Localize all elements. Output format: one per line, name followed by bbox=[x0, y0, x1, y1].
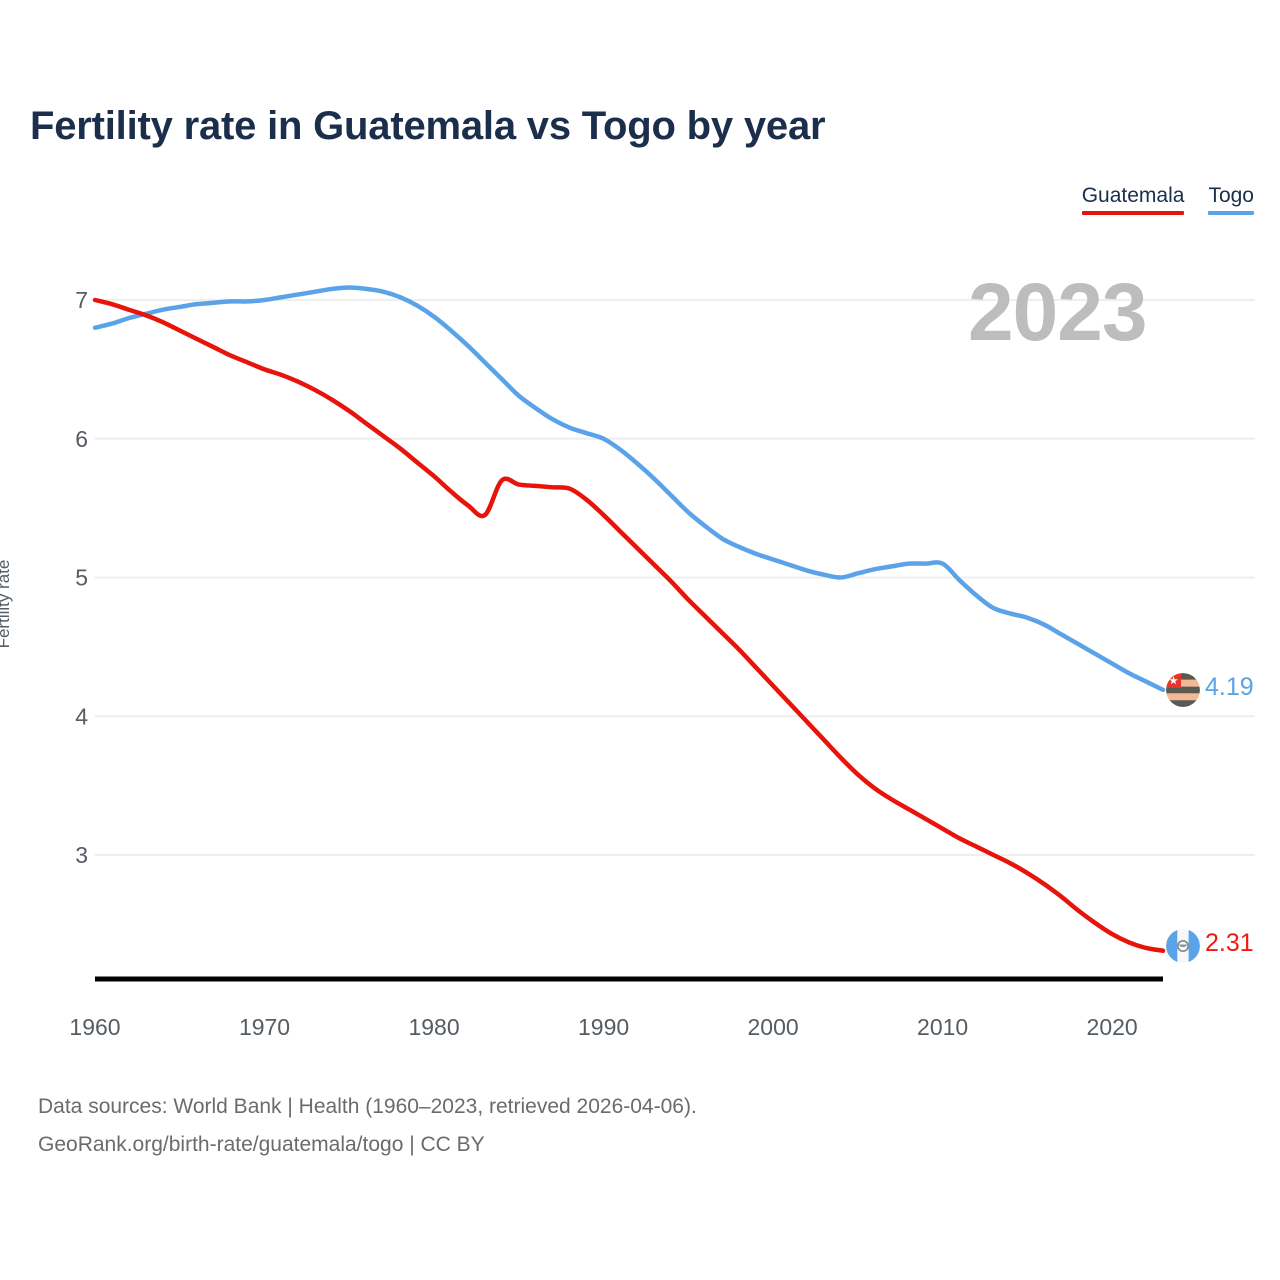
legend-item-togo[interactable]: Togo bbox=[1208, 184, 1254, 215]
y-tick-label: 3 bbox=[75, 842, 88, 868]
footer-line-2: GeoRank.org/birth-rate/guatemala/togo | … bbox=[38, 1133, 485, 1156]
y-axis-tick-labels: 3 4 5 6 7 bbox=[75, 287, 88, 868]
legend-item-guatemala[interactable]: Guatemala bbox=[1081, 184, 1185, 215]
y-tick-label: 4 bbox=[75, 703, 88, 729]
x-tick-label: 1960 bbox=[69, 1014, 120, 1040]
x-tick-label: 1990 bbox=[578, 1014, 629, 1040]
y-tick-label: 7 bbox=[75, 287, 88, 313]
footer-line-1: Data sources: World Bank | Health (1960–… bbox=[38, 1095, 697, 1118]
legend-label-togo: Togo bbox=[1208, 184, 1254, 207]
togo-flag-icon bbox=[1166, 673, 1200, 707]
line-chart-svg: 3 4 5 6 7 1960 1970 1980 1990 2000 2010 2020 bbox=[69, 285, 1255, 1040]
year-watermark: 2023 bbox=[968, 267, 1147, 358]
end-value-togo: 4.19 bbox=[1205, 673, 1254, 701]
legend-swatch-guatemala bbox=[1081, 211, 1185, 215]
guatemala-flag-icon bbox=[1166, 929, 1200, 963]
x-axis-tick-labels: 1960 1970 1980 1990 2000 2010 2020 bbox=[69, 1014, 1137, 1040]
x-tick-label: 1980 bbox=[408, 1014, 459, 1040]
x-tick-label: 2010 bbox=[917, 1014, 968, 1040]
x-tick-label: 2020 bbox=[1087, 1014, 1138, 1040]
y-tick-label: 5 bbox=[75, 565, 88, 591]
page-title: Fertility rate in Guatemala vs Togo by y… bbox=[30, 104, 826, 148]
chart-legend: Guatemala Togo bbox=[1081, 184, 1254, 215]
y-tick-label: 6 bbox=[75, 426, 88, 452]
end-value-guatemala: 2.31 bbox=[1205, 929, 1254, 957]
series-line-guatemala bbox=[92, 297, 1166, 953]
footer-attribution: Data sources: World Bank | Health (1960–… bbox=[38, 1088, 697, 1164]
x-tick-label: 1970 bbox=[239, 1014, 290, 1040]
legend-swatch-togo bbox=[1208, 211, 1254, 215]
y-axis-title: Fertility rate bbox=[0, 559, 13, 649]
series-line-togo bbox=[92, 285, 1166, 693]
legend-label-guatemala: Guatemala bbox=[1081, 184, 1185, 207]
x-tick-label: 2000 bbox=[748, 1014, 799, 1040]
gridlines bbox=[95, 299, 1255, 856]
